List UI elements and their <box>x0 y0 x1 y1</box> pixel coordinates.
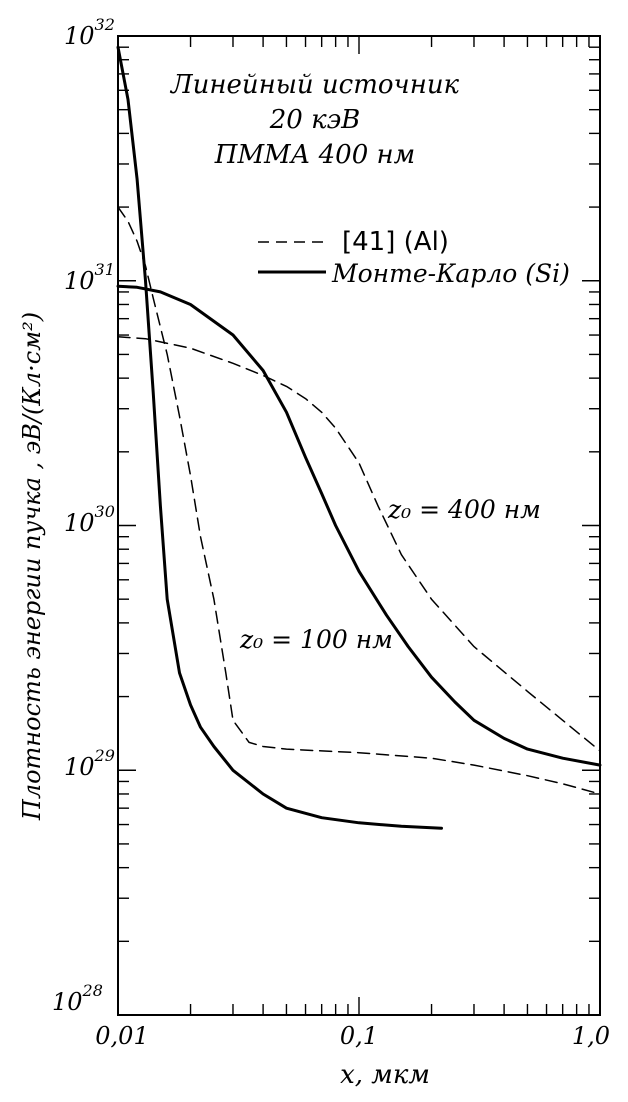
y-tick-label-1e30: 1030 <box>64 502 115 537</box>
x-tick-label-1.0: 1,0 <box>572 1022 610 1050</box>
x-tick-label-0.1: 0,1 <box>340 1022 378 1050</box>
x-tick-labels: 0,01 0,1 1,0 <box>95 1022 610 1050</box>
legend-label-si: Монте-Карло (Si) <box>331 259 570 288</box>
series-line-solid-z0-400нм <box>116 284 602 767</box>
y-tick-label-1e28: 1028 <box>52 981 103 1016</box>
series-line-dashed-z0-400нм <box>117 336 601 752</box>
x-tick-label-0.01: 0,01 <box>95 1022 148 1050</box>
axis-ticks <box>117 36 600 1016</box>
series-line-dashed-z0-100нм <box>117 206 601 795</box>
title-line-1: Линейный источник <box>169 70 460 100</box>
y-tick-label-1e29: 1029 <box>64 746 115 781</box>
series-lines <box>116 45 602 830</box>
title-line-3: ПММА 400 нм <box>214 140 415 170</box>
y-tick-label-1e31: 1031 <box>64 260 115 295</box>
x-axis-label: x, мкм <box>340 1060 430 1090</box>
y-tick-labels: 1032 1031 1030 1029 1028 <box>52 15 115 1016</box>
chart-title: Линейный источник 20 кэВ ПММА 400 нм <box>169 70 460 170</box>
legend-label-al: [41] (Al) <box>342 227 449 257</box>
y-axis-label: Плотность энергии пучка , эВ/(Кл·см²) <box>18 312 46 821</box>
plot-frame <box>117 35 601 1016</box>
legend: [41] (Al) Монте-Карло (Si) <box>258 227 570 288</box>
y-tick-label-1e32: 1032 <box>64 15 115 50</box>
annotation-z0-400: z₀ = 400 нм <box>387 495 541 524</box>
title-line-2: 20 кэВ <box>269 105 361 135</box>
annotation-z0-100: z₀ = 100 нм <box>239 625 393 654</box>
